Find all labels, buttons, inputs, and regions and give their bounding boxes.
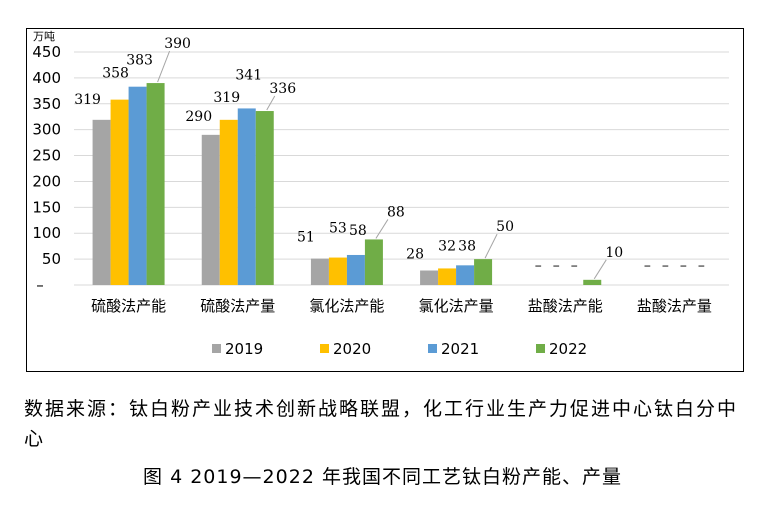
bar-chart: 万吨50100150200250300350400450–31935838339…: [32, 30, 729, 358]
x-category-label: 硫酸法产能: [91, 297, 166, 315]
chart-frame: 万吨 50 100 150 200 250 300 350 400 450–319 358 383 39…: [26, 28, 744, 372]
label-leader-line: [157, 50, 171, 83]
y-tick-label-zero: –: [36, 276, 44, 294]
bar-2021: [346, 254, 365, 285]
data-label: –: [571, 258, 578, 274]
data-label: 10: [605, 245, 623, 261]
bar-2020: [328, 257, 347, 285]
bar-2022: [255, 111, 274, 285]
legend-label: 2020: [333, 340, 371, 358]
data-label: 319: [213, 90, 240, 106]
data-label: 53: [329, 221, 347, 237]
y-tick-label: 350: [32, 95, 61, 113]
legend-swatch-2022: [536, 344, 545, 353]
data-label: 58: [349, 223, 367, 239]
label-leader-line: [266, 95, 276, 111]
data-label: –: [644, 258, 651, 274]
bar-2019: [92, 119, 111, 285]
bar-2019: [420, 270, 439, 285]
label-leader-line: [375, 219, 389, 239]
x-category-label: 盐酸法产量: [637, 297, 712, 315]
legend-swatch-2021: [428, 344, 437, 353]
label-leader-line: [484, 233, 498, 259]
y-tick-label: 200: [32, 172, 61, 190]
bar-2019: [310, 258, 329, 285]
bar-2022: [583, 279, 602, 285]
source-note: 数据来源：钛白粉产业技术创新战略联盟，化工行业生产力促进中心钛白分中心: [24, 398, 739, 450]
data-label: –: [662, 258, 669, 274]
data-label: –: [535, 258, 542, 274]
data-label: 341: [235, 67, 262, 83]
y-tick-label: 150: [32, 198, 61, 216]
y-tick-label: 250: [32, 147, 61, 165]
data-label: –: [680, 258, 687, 274]
data-label: –: [553, 258, 560, 274]
y-tick-label: 100: [32, 224, 61, 242]
bar-2021: [128, 86, 147, 285]
data-label: 319: [74, 92, 101, 108]
bar-2020: [219, 119, 238, 285]
legend-swatch-2020: [320, 344, 329, 353]
legend-label: 2019: [225, 340, 263, 358]
data-label: 336: [269, 81, 296, 97]
legend-label: 2022: [549, 340, 587, 358]
bar-2021: [237, 108, 256, 285]
y-tick-label: 400: [32, 69, 61, 87]
legend-swatch-2019: [212, 344, 221, 353]
data-label: 358: [102, 66, 129, 82]
y-tick-label: 450: [32, 43, 61, 61]
x-category-label: 氯化法产能: [309, 297, 384, 315]
legend-label: 2021: [441, 340, 479, 358]
y-tick-label: 50: [42, 250, 61, 268]
label-leader-line: [593, 259, 607, 280]
y-tick-label: 300: [32, 121, 61, 139]
bar-2022: [364, 239, 383, 285]
bar-2021: [456, 265, 475, 285]
data-label: 32: [438, 238, 456, 254]
figure-caption: 图 4 2019—2022 年我国不同工艺钛白粉产能、产量: [143, 466, 622, 488]
bar-2022: [146, 83, 165, 285]
bar-2022: [474, 259, 493, 285]
data-label: 383: [126, 53, 153, 69]
data-label: 28: [406, 247, 424, 263]
bar-2020: [110, 99, 129, 285]
data-label: 88: [387, 204, 405, 220]
data-label: 290: [185, 109, 212, 125]
data-label: 38: [458, 238, 476, 254]
x-category-label: 硫酸法产量: [200, 297, 275, 315]
x-category-label: 氯化法产量: [419, 297, 494, 315]
bar-2019: [201, 134, 220, 285]
data-label: –: [698, 258, 705, 274]
data-label: 50: [496, 219, 514, 235]
data-label: 390: [164, 36, 191, 52]
bar-2020: [438, 268, 457, 285]
data-label: 51: [297, 230, 315, 246]
x-category-label: 盐酸法产能: [528, 297, 603, 315]
y-axis-unit: 万吨: [33, 30, 55, 43]
